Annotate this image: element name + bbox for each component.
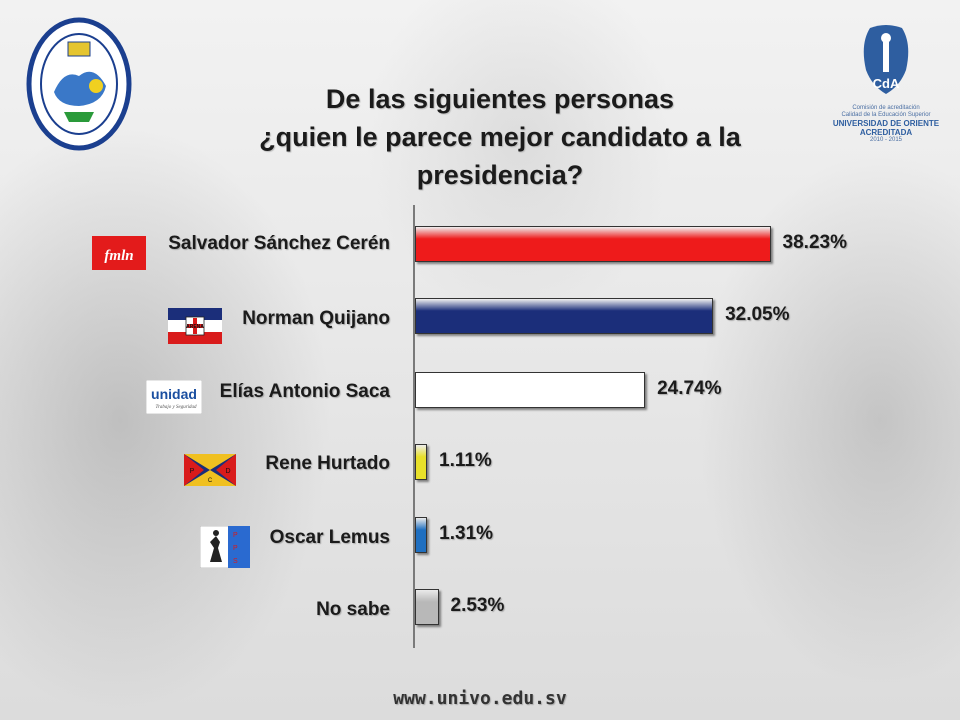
pdc-letter-bottom: C <box>208 478 213 484</box>
data-label: 1.31% <box>439 523 494 544</box>
bar <box>415 372 646 408</box>
cda-emblem-icon: CdA <box>863 25 909 94</box>
arena-logo: ARENA <box>168 308 222 344</box>
bar <box>415 517 428 553</box>
category-label: Rene Hurtado <box>265 453 390 474</box>
category-label: Elías Antonio Saca <box>219 381 390 402</box>
unidad-logo-sub: Trabajo y Seguridad <box>155 405 197 410</box>
title-line-3: presidencia? <box>416 160 584 190</box>
fps-letter-3: S <box>233 558 238 565</box>
cda-line2: Calidad de la Educación Superior <box>841 112 931 118</box>
chart-title: De las siguientes personas ¿quien le par… <box>220 80 780 194</box>
cda-line3: UNIVERSIDAD DE ORIENTE <box>832 119 940 128</box>
fmln-logo-text: fmln <box>104 248 133 264</box>
data-label: 24.74% <box>657 378 722 399</box>
pdc-letter-right: D <box>225 468 230 475</box>
bar <box>415 226 771 262</box>
cda-line4: ACREDITADA <box>859 128 913 137</box>
university-seal-logo <box>26 17 132 151</box>
cda-mark: CdA <box>873 76 900 91</box>
category-label: Salvador Sánchez Cerén <box>168 233 390 254</box>
data-label: 32.05% <box>725 304 790 325</box>
pdc-letter-left: P <box>190 468 195 475</box>
data-label: 38.23% <box>782 232 847 253</box>
bar <box>415 444 427 480</box>
category-axis <box>413 205 415 648</box>
arena-logo-text: ARENA <box>186 324 204 330</box>
category-label: Oscar Lemus <box>269 527 390 548</box>
fps-logo: P P S <box>200 526 250 568</box>
bar <box>415 589 439 625</box>
cda-line1: Comisión de acreditación <box>852 105 920 111</box>
category-label: No sabe <box>316 599 390 620</box>
title-line-1: De las siguientes personas <box>325 84 675 114</box>
unidad-logo-text: unidad <box>151 386 197 402</box>
title-line-2: ¿quien le parece mejor candidato a la <box>259 122 741 152</box>
pdc-logo: P D C <box>184 454 236 486</box>
fps-letter-2: P <box>233 545 238 552</box>
footer-url: www.univo.edu.sv <box>393 688 567 709</box>
cda-line5: 2010 - 2015 <box>869 137 903 143</box>
fmln-logo: fmln <box>92 236 146 270</box>
data-label: 2.53% <box>450 595 505 616</box>
unidad-logo: unidad Trabajo y Seguridad <box>146 380 202 414</box>
bar <box>415 298 714 334</box>
data-label: 1.11% <box>439 450 492 471</box>
fps-letter-1: P <box>233 532 238 539</box>
category-label: Norman Quijano <box>242 308 390 329</box>
cda-accreditation-logo: CdA Comisión de acreditación Calidad de … <box>826 24 946 154</box>
